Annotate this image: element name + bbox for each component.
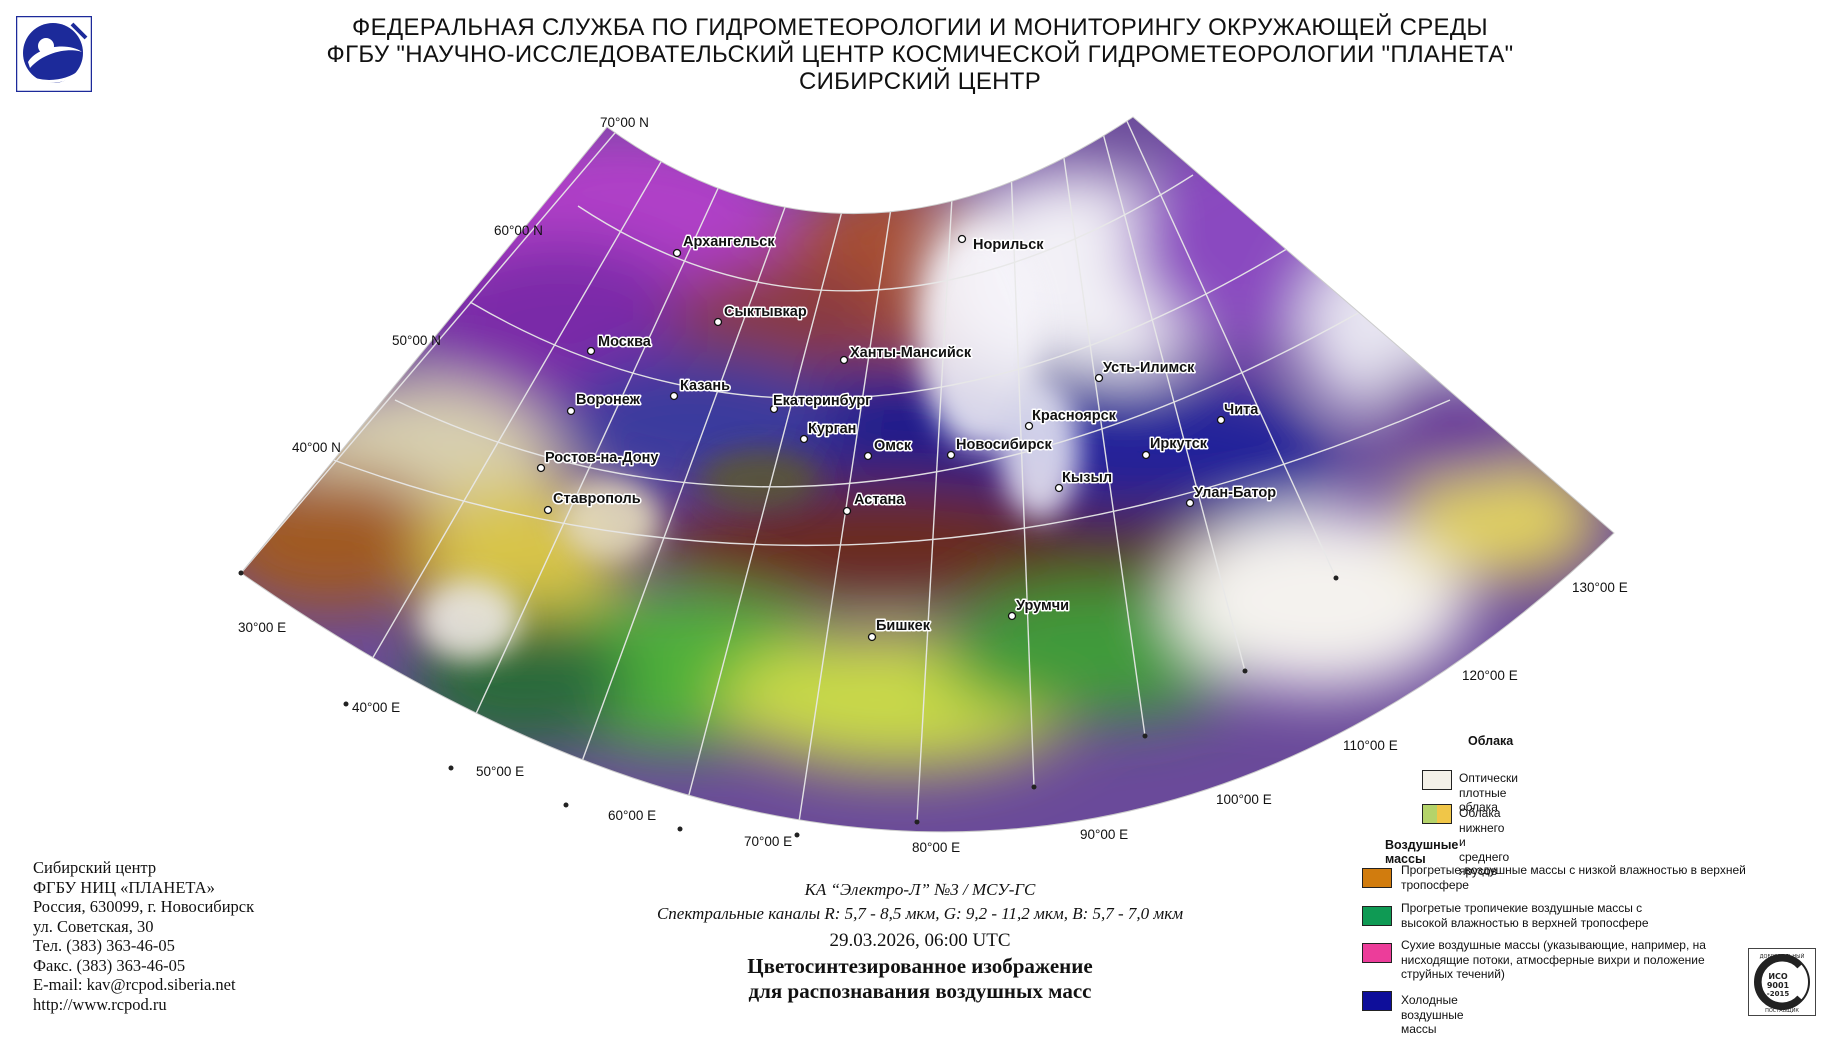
image-datetime: 29.03.2026, 06:00 UTC [829,930,1011,951]
legend-label-cold-airmass: Холодные воздушные массы [1401,993,1464,1036]
satellite-image [241,117,1614,832]
city-ulaanbaatar: Улан-Батор [1194,485,1276,501]
lat-label-40: 40°00 N [292,440,341,455]
graticule [241,117,1451,832]
city-krasnoyarsk: Красноярск [1032,408,1117,424]
header: ФЕДЕРАЛЬНАЯ СЛУЖБА ПО ГИДРОМЕТЕОРОЛОГИИ … [0,14,1840,95]
city-kyzyl: Кызыл [1062,470,1112,486]
city-novosibirsk: Новосибирск [956,437,1052,453]
legend-swatch-cold-airmass [1362,991,1392,1011]
legend-label-dry-airmass: Сухие воздушные массы (указывающие, напр… [1401,938,1706,981]
image-caption: КА “Электро-Л” №3 / МСУ-ГС Спектральные … [560,878,1280,1004]
city-chita: Чита [1224,402,1259,418]
header-line-2: ФГБУ "НАУЧНО-ИССЛЕДОВАТЕЛЬСКИЙ ЦЕНТР КОС… [326,41,1514,68]
city-voronezh: Воронеж [576,392,641,408]
legend-swatch-dense-clouds [1422,770,1452,790]
city-irkutsk: Иркутск [1150,436,1208,452]
lat-label-70: 70°00 N [600,115,649,130]
address-line: ФГБУ НИЦ «ПЛАНЕТА» [33,877,215,897]
iso-9001-logo: ДОБРОВОЛЬНЫЙ ИСО 9001 -2015 ПОСТАВЩИК [1748,948,1816,1016]
product-title-line-1: Цветосинтезированное изображение [747,954,1093,978]
lon-label-60: 60°00 E [608,808,656,823]
iso-text: ИСО [1768,972,1788,981]
city-bishkek: Бишкек [876,618,931,634]
city-norilsk: Норильск [973,237,1044,253]
city-moscow: Москва [598,334,652,350]
lon-label-120: 120°00 E [1462,668,1518,683]
lon-label-110: 110°00 E [1343,738,1398,753]
lon-label-90: 90°00 E [1080,827,1128,842]
email-link[interactable]: E-mail: kav@rcpod.siberia.net [33,975,236,994]
planeta-logo [16,16,92,92]
lat-label-50: 50°00 N [392,333,441,348]
website-link[interactable]: http://www.rcpod.ru [33,994,167,1014]
lon-label-40: 40°00 E [352,700,400,715]
city-arkhangelsk: Архангельск [683,234,775,250]
lon-label-80: 80°00 E [912,840,960,855]
city-syktyvkar: Сыктывкар [724,304,807,320]
legend-swatch-low-mid-clouds [1422,804,1452,824]
satellite-name: КА “Электро-Л” №3 / МСУ-ГС [804,880,1036,899]
city-ust-ilimsk: Усть-Илимск [1103,360,1195,376]
lon-label-70: 70°00 E [744,834,792,849]
iso-number: 9001 [1767,981,1790,990]
city-kurgan: Курган [808,421,856,437]
lon-label-50: 50°00 E [476,764,524,779]
address-line: Сибирский центр [33,858,157,877]
city-omsk: Омск [874,438,912,454]
header-line-1: ФЕДЕРАЛЬНАЯ СЛУЖБА ПО ГИДРОМЕТЕОРОЛОГИИ … [352,14,1488,41]
iso-year: -2015 [1767,990,1790,998]
legend-label-tropical-moist: Прогретые тропичекие воздушные массы с в… [1401,901,1649,930]
legend-swatch-dry-airmass [1362,943,1392,963]
longitude-ticks [238,570,1339,838]
legend-swatch-tropical-moist [1362,906,1392,926]
lat-label-60: 60°00 N [494,223,543,238]
lon-label-100: 100°00 E [1216,792,1272,807]
header-line-3: СИБИРСКИЙ ЦЕНТР [798,68,1042,95]
iso-bottom-text: ПОСТАВЩИК [1765,1008,1799,1014]
product-title-line-2: для распознавания воздушных масс [748,979,1092,1003]
city-astana: Астана [854,492,905,508]
lon-label-30: 30°00 E [238,620,286,635]
address-line: Тел. (383) 363-46-05 [33,936,175,955]
city-stavropol: Ставрополь [553,491,641,507]
legend-label-dense-clouds: Оптически плотные облака [1459,771,1518,814]
city-urumqi: Урумчи [1016,598,1069,614]
city-markers [536,234,1226,642]
legend-swatch-warm-dry [1362,868,1392,888]
address-line: Россия, 630099, г. Новосибирск [33,897,255,916]
legend-airmass-heading: Воздушные массы [1385,838,1459,866]
address-block: Сибирский центр ФГБУ НИЦ «ПЛАНЕТА» Росси… [33,858,254,1014]
city-yekaterinburg: Екатеринбург [773,393,871,409]
lon-label-130: 130°00 E [1572,580,1628,595]
city-khanty-mansiysk: Ханты-Мансийск [850,345,972,361]
address-line: ул. Советская, 30 [33,916,154,936]
iso-top-text: ДОБРОВОЛЬНЫЙ [1760,953,1805,960]
legend-clouds-heading: Облака [1468,734,1514,748]
address-line: Факс. (383) 363-46-05 [33,955,186,975]
city-kazan: Казань [680,378,730,394]
legend-label-warm-dry: Прогретые воздушные массы с низкой влажн… [1401,863,1746,892]
legend-label-low-mid-clouds: Облака нижнего и среднего ярусов [1459,806,1510,878]
city-rostov-on-don: Ростов-на-Дону [545,450,658,466]
spectral-channels: Спектральные каналы R: 5,7 - 8,5 мкм, G:… [656,904,1184,923]
